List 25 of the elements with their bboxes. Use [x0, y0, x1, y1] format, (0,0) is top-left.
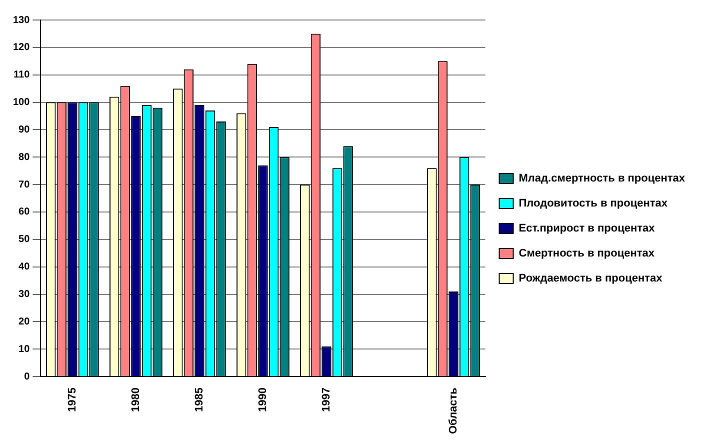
y-tick-label: 120 [12, 42, 30, 54]
legend-label: Смертность в процентах [518, 248, 656, 260]
y-tick-label: 90 [18, 124, 30, 136]
y-tick-label: 100 [12, 97, 30, 108]
x-tick-label: Область [448, 387, 460, 434]
y-tick-label: 40 [18, 262, 30, 273]
y-tick-label: 30 [18, 289, 30, 300]
legend-label: Рождаемость в процентах [518, 272, 664, 285]
legend-label: Плодовитость в процентах [518, 198, 668, 210]
y-tick-label: 20 [18, 316, 30, 328]
legend-label: Млад.смертность в процентах [518, 172, 686, 185]
y-tick-label: 70 [18, 179, 30, 190]
x-tick-label: 1980 [130, 388, 142, 412]
legend-label: Ест.прирост в процентах [518, 222, 656, 235]
y-tick-label: 80 [18, 152, 30, 163]
x-tick-label: 1997 [320, 388, 333, 412]
y-tick-label: 50 [18, 234, 30, 246]
y-tick-label: 10 [18, 344, 30, 355]
y-tick-label: 0 [24, 371, 30, 382]
y-tick-label: 60 [18, 206, 30, 218]
x-tick-label: 1985 [193, 388, 206, 412]
x-tick-label: 1990 [257, 388, 270, 412]
y-tick-label: 130 [12, 14, 30, 26]
y-tick-label: 110 [14, 70, 30, 81]
x-tick-label: 1975 [66, 388, 78, 412]
